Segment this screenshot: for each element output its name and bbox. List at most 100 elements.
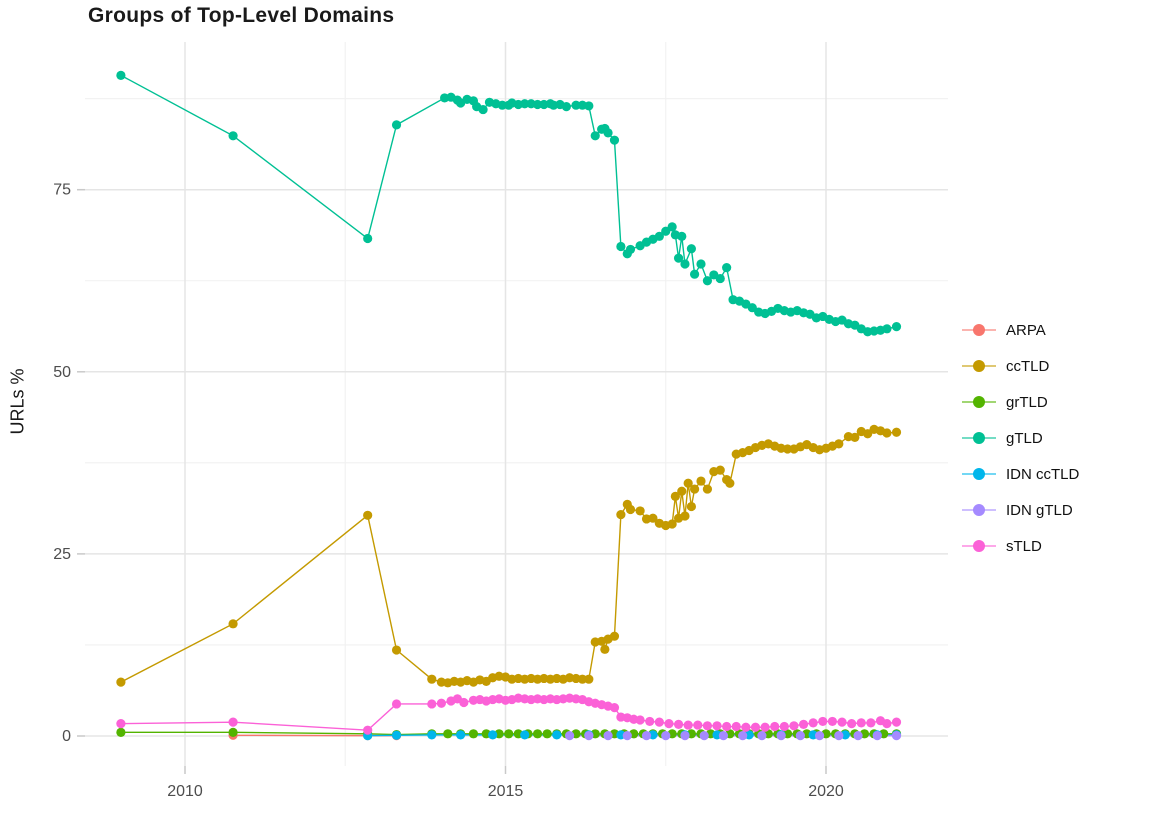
series-line-gtld	[120, 74, 897, 333]
data-point-gtld	[561, 102, 571, 112]
data-point-cctld	[584, 674, 594, 684]
legend: ARPA ccTLD grTLD gTLD IDN ccTLD IDN gTLD sTLD	[962, 312, 1079, 564]
data-point-stld	[228, 717, 238, 727]
data-point-cctld	[680, 511, 690, 521]
legend-key-icon	[962, 539, 996, 553]
data-point-grtld	[443, 729, 453, 739]
y-tick-label: 25	[53, 546, 71, 563]
legend-item-cctld: ccTLD	[962, 348, 1079, 384]
data-point-gtld	[661, 226, 671, 236]
data-point-stld	[789, 721, 799, 731]
data-point-stld	[731, 721, 741, 732]
data-point-stld	[645, 716, 655, 727]
data-point-gtld	[677, 231, 687, 241]
data-point-gtld	[584, 101, 594, 111]
data-point-cctld	[686, 501, 696, 512]
data-point-idn-cctld	[427, 730, 437, 740]
legend-label: IDN ccTLD	[1006, 465, 1080, 483]
data-point-idn-gtld	[661, 731, 671, 741]
data-point-gtld	[609, 135, 620, 145]
data-point-stld	[363, 725, 373, 735]
data-point-idn-gtld	[757, 731, 767, 741]
data-point-cctld	[228, 619, 238, 629]
legend-key-icon	[962, 467, 996, 481]
data-point-gtld	[616, 241, 626, 252]
data-point-cctld	[677, 486, 687, 496]
data-point-idn-gtld	[699, 731, 709, 741]
legend-key-dot	[973, 540, 985, 552]
legend-label: ARPA	[1006, 321, 1046, 339]
legend-label: gTLD	[1006, 429, 1043, 447]
x-tick-label: 2015	[488, 783, 524, 800]
data-point-cctld	[648, 513, 658, 523]
legend-item-idn-gtld: IDN gTLD	[962, 492, 1079, 528]
data-point-idn-gtld	[641, 731, 652, 741]
legend-key-dot	[973, 324, 985, 336]
data-point-gtld	[702, 276, 713, 286]
data-point-stld	[702, 721, 713, 731]
data-point-grtld	[542, 729, 552, 739]
data-point-gtld	[497, 100, 507, 110]
data-point-cctld	[696, 476, 706, 486]
data-point-stld	[116, 719, 126, 729]
data-point-stld	[798, 719, 809, 729]
data-point-grtld	[116, 727, 126, 737]
data-point-idn-gtld	[680, 731, 690, 741]
x-tick-label: 2010	[167, 783, 203, 800]
data-point-idn-gtld	[584, 731, 594, 741]
legend-item-arpa: ARPA	[962, 312, 1079, 348]
data-point-stld	[770, 721, 780, 732]
legend-label: ccTLD	[1006, 357, 1050, 375]
chart-title: Groups of Top-Level Domains	[88, 4, 395, 27]
legend-label: IDN gTLD	[1006, 501, 1073, 519]
data-point-stld	[436, 698, 446, 708]
data-point-grtld	[228, 727, 238, 737]
data-point-stld	[673, 719, 684, 729]
data-point-gtld	[686, 244, 696, 254]
data-point-grtld	[532, 729, 543, 739]
data-point-idn-gtld	[795, 731, 805, 741]
data-point-gtld	[722, 263, 732, 273]
data-point-cctld	[863, 429, 873, 439]
data-point-gtld	[625, 244, 636, 255]
data-point-cctld	[667, 519, 677, 529]
data-point-stld	[722, 721, 732, 732]
data-point-idn-cctld	[391, 730, 402, 740]
data-point-stld	[750, 722, 761, 732]
data-point-gtld	[391, 120, 402, 130]
data-point-idn-gtld	[776, 731, 786, 741]
legend-key-dot	[973, 396, 985, 408]
data-point-gtld	[891, 322, 902, 332]
legend-key-icon	[962, 503, 996, 517]
data-point-gtld	[747, 303, 757, 313]
data-point-stld	[837, 717, 847, 727]
data-point-gtld	[680, 259, 690, 269]
data-point-stld	[391, 699, 402, 709]
y-axis-title: URLs %	[7, 368, 28, 435]
data-point-idn-cctld	[520, 730, 530, 740]
legend-key-dot	[973, 360, 985, 372]
legend-key-icon	[962, 323, 996, 337]
y-tick-label: 50	[53, 364, 71, 381]
data-point-cctld	[391, 645, 402, 655]
data-point-gtld	[667, 222, 677, 232]
data-point-cctld	[782, 444, 793, 454]
data-point-cctld	[891, 427, 902, 437]
data-point-gtld	[696, 259, 706, 269]
legend-key-icon	[962, 395, 996, 409]
data-point-stld	[427, 699, 437, 709]
data-point-idn-gtld	[622, 731, 632, 741]
data-point-cctld	[850, 432, 860, 442]
data-point-cctld	[609, 631, 620, 641]
data-point-stld	[891, 717, 902, 727]
data-point-stld	[779, 721, 789, 732]
data-point-stld	[818, 716, 828, 727]
data-point-gtld	[689, 269, 700, 279]
data-point-stld	[827, 716, 838, 727]
data-point-gtld	[520, 99, 530, 109]
data-point-cctld	[725, 478, 735, 488]
data-point-gtld	[882, 324, 892, 334]
data-point-stld	[693, 720, 703, 730]
x-tick-label: 2020	[808, 783, 844, 800]
data-point-idn-gtld	[834, 731, 844, 741]
